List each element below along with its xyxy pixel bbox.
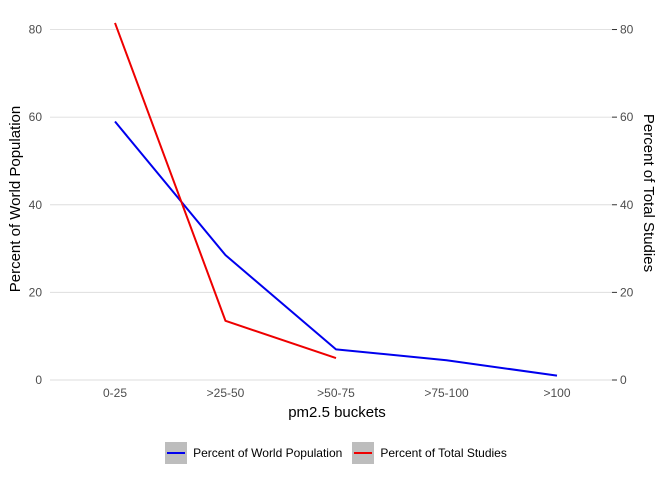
- y-left-tick-label: 80: [29, 23, 43, 37]
- y-axis-left-title: Percent of World Population: [7, 106, 24, 293]
- legend: Percent of World Population Percent of T…: [0, 438, 672, 468]
- x-tick-label: >100: [543, 386, 570, 400]
- series-lines: [114, 22, 558, 377]
- x-axis: 0-25 >25-50 >50-75 >75-100 >100: [103, 386, 571, 400]
- line-chart: 0 20 40 60 80 0 20 40 60 80 0-25 >25-50 >50-75 >75-…: [7, 22, 657, 421]
- y-right-tick-label: 20: [620, 285, 634, 299]
- x-tick-label: >50-75: [317, 386, 355, 400]
- legend-label-total-studies: Percent of Total Studies: [380, 446, 507, 460]
- y-right-tick-label: 80: [620, 23, 634, 37]
- x-axis-title: pm2.5 buckets: [288, 404, 386, 421]
- legend-label-world-population: Percent of World Population: [193, 446, 343, 460]
- series-line-percent-of-total-studies: [114, 22, 337, 360]
- series-line-percent-of-world-population: [114, 120, 558, 377]
- y-axis-right: 0 20 40 60 80: [612, 23, 634, 387]
- y-left-tick-label: 40: [29, 198, 43, 212]
- x-tick-label: >25-50: [207, 386, 245, 400]
- legend-item-total-studies: Percent of Total Studies: [352, 442, 507, 464]
- y-left-tick-label: 20: [29, 285, 43, 299]
- legend-key-total-studies: [352, 442, 375, 464]
- y-right-tick-label: 0: [620, 373, 627, 387]
- legend-item-world-population: Percent of World Population: [165, 442, 342, 464]
- gridlines: [50, 29, 612, 381]
- x-tick-label: 0-25: [103, 386, 127, 400]
- y-right-tick-label: 40: [620, 198, 634, 212]
- x-tick-label: >75-100: [424, 386, 469, 400]
- y-left-tick-label: 0: [35, 373, 42, 387]
- y-axis-left: 0 20 40 60 80: [29, 23, 43, 387]
- y-axis-right-title: Percent of Total Studies: [640, 114, 657, 272]
- legend-key-world-population: [165, 442, 188, 464]
- y-left-tick-label: 60: [29, 110, 43, 124]
- y-right-tick-label: 60: [620, 110, 634, 124]
